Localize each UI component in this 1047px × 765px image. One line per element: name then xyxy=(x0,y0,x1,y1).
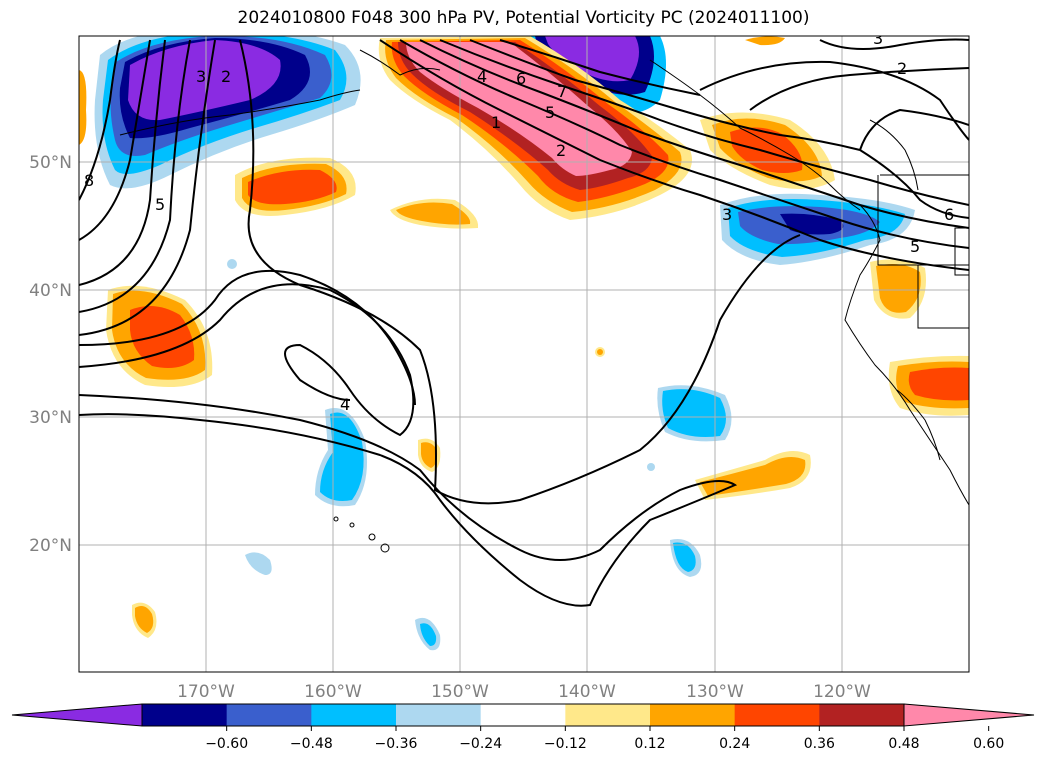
contour-label: 3 xyxy=(873,29,883,48)
colorbar-segment xyxy=(480,704,566,726)
colorbar-segment xyxy=(311,704,397,726)
colorbar-tick-label: −0.60 xyxy=(205,736,248,752)
contour-label-group: 3 2 4 6 7 5 1 2 3 2 3 6 5 8 5 4 xyxy=(84,29,954,414)
contour-label: 6 xyxy=(516,69,526,88)
colorbar-tick-label: 0.60 xyxy=(973,736,1004,752)
colorbar-frame xyxy=(141,703,905,727)
contour-label: 1 xyxy=(491,113,501,132)
latitude-label: 20°N xyxy=(29,536,72,556)
contour-label: 3 xyxy=(722,205,732,224)
contour-label: 2 xyxy=(897,59,907,78)
colorbar-segment xyxy=(819,704,905,726)
colorbar-segment xyxy=(226,704,312,726)
colorbar-tick-label: −0.48 xyxy=(290,736,333,752)
latitude-labels: 50°N 40°N 30°N 20°N xyxy=(29,153,72,556)
longitude-label: 120°W xyxy=(813,682,871,702)
longitude-label: 150°W xyxy=(431,682,489,702)
colorbar-tick-label: 0.12 xyxy=(634,736,665,752)
contour-label: 2 xyxy=(556,141,566,160)
contour-label: 6 xyxy=(944,205,954,224)
longitude-label: 140°W xyxy=(558,682,616,702)
contour-label: 7 xyxy=(557,82,567,101)
pv-contours xyxy=(79,38,969,607)
longitude-label: 130°W xyxy=(686,682,744,702)
graticule xyxy=(79,36,969,672)
longitude-label: 170°W xyxy=(177,682,235,702)
latitude-label: 50°N xyxy=(29,153,72,173)
contour-label: 5 xyxy=(155,195,165,214)
contour-label: 3 xyxy=(196,67,206,86)
contour-label: 4 xyxy=(477,67,487,86)
contour-label: 8 xyxy=(84,171,94,190)
longitude-labels: 170°W 160°W 150°W 140°W 130°W 120°W xyxy=(177,682,871,702)
colorbar-tick-label: −0.12 xyxy=(544,736,587,752)
longitude-label: 160°W xyxy=(304,682,362,702)
latitude-label: 30°N xyxy=(29,408,72,428)
colorbar-tick-label: −0.24 xyxy=(459,736,502,752)
colorbar-tick-label: −0.36 xyxy=(375,736,418,752)
contour-label: 5 xyxy=(910,237,920,256)
contour-label: 5 xyxy=(545,103,555,122)
contour-label: 4 xyxy=(340,395,350,414)
colorbar-segment xyxy=(142,704,228,726)
colorbar-tick-label: 0.24 xyxy=(719,736,750,752)
colorbar-segment xyxy=(650,704,736,726)
colorbar-segment xyxy=(734,704,820,726)
colorbar-extend-low xyxy=(11,703,143,727)
colorbar-segment xyxy=(396,704,482,726)
colorbar-segment xyxy=(565,704,651,726)
latitude-label: 40°N xyxy=(29,281,72,301)
figure-title: 2024010800 F048 300 hPa PV, Potential Vo… xyxy=(237,8,810,28)
map-frame xyxy=(78,35,970,673)
colorbar-tick-label: 0.36 xyxy=(804,736,835,752)
map-area: 3 2 4 6 7 5 1 2 3 2 3 6 5 8 5 4 xyxy=(79,29,969,672)
colorbar-tick-label: 0.48 xyxy=(888,736,919,752)
contour-label: 2 xyxy=(221,67,231,86)
colorbar: −0.60 −0.48 −0.36 −0.24 −0.12 0.12 0.24 0.36 0.4… xyxy=(11,703,1035,752)
colorbar-extend-high xyxy=(903,703,1035,727)
